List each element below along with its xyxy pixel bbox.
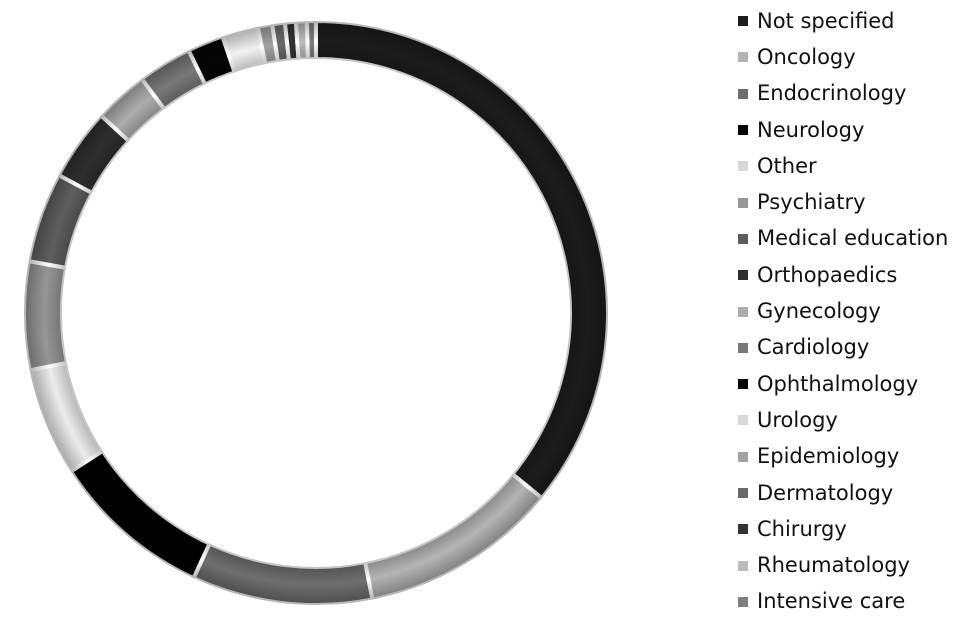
legend-label: Intensive care	[757, 589, 906, 614]
slice-neurology	[67, 448, 213, 581]
legend-swatch	[738, 88, 748, 99]
slice-not-specified	[314, 18, 610, 501]
legend-label: Urology	[757, 407, 838, 432]
legend-swatch	[738, 52, 748, 63]
legend-item: Intensive care	[738, 584, 948, 620]
legend-item: Orthopaedics	[738, 257, 948, 293]
legend-item: Psychiatry	[738, 184, 948, 220]
donut-slices	[22, 18, 610, 607]
legend-swatch	[738, 415, 748, 426]
legend-label: Gynecology	[757, 299, 881, 324]
legend-swatch	[738, 451, 748, 462]
legend-swatch	[738, 16, 748, 27]
chart-legend: Not specified Oncology Endocrinology Neurol…	[738, 3, 948, 620]
slice-intensive-care	[304, 18, 318, 62]
legend-swatch	[738, 560, 748, 571]
legend-item: Medical education	[738, 221, 948, 257]
legend-item: Neurology	[738, 112, 948, 148]
legend-swatch	[738, 488, 748, 498]
slice-endocrinology	[190, 540, 375, 607]
legend-label: Psychiatry	[757, 190, 866, 215]
legend-swatch	[738, 270, 748, 281]
legend-swatch	[738, 161, 748, 172]
legend-item: Endocrinology	[738, 76, 948, 112]
legend-swatch	[738, 524, 748, 535]
legend-swatch	[738, 197, 748, 208]
legend-item: Cardiology	[738, 330, 948, 366]
legend-swatch	[738, 125, 748, 136]
legend-label: Medical education	[757, 226, 949, 251]
legend-swatch	[738, 306, 748, 317]
legend-item: Urology	[738, 402, 948, 438]
legend-item: Rheumatology	[738, 547, 948, 583]
legend-label: Oncology	[757, 44, 856, 69]
legend-label: Dermatology	[757, 480, 894, 505]
donut-chart	[22, 18, 610, 607]
legend-label: Orthopaedics	[757, 262, 898, 287]
legend-item: Epidemiology	[738, 439, 948, 475]
legend-swatch	[738, 596, 748, 607]
legend-label: Rheumatology	[757, 553, 910, 578]
legend-label: Other	[757, 153, 817, 178]
legend-label: Endocrinology	[757, 81, 907, 106]
legend-item: Ophthalmology	[738, 366, 948, 402]
slice-oncology	[362, 471, 545, 602]
legend-item: Other	[738, 148, 948, 184]
legend-item: Dermatology	[738, 475, 948, 511]
legend-label: Cardiology	[757, 335, 870, 360]
legend-swatch	[738, 379, 748, 390]
legend-item: Not specified	[738, 3, 948, 39]
legend-item: Oncology	[738, 39, 948, 75]
legend-label: Ophthalmology	[757, 371, 919, 396]
legend-label: Not specified	[757, 8, 895, 33]
legend-item: Gynecology	[738, 293, 948, 329]
legend-label: Epidemiology	[757, 444, 900, 469]
slice-psychiatry	[22, 258, 70, 373]
legend-swatch	[738, 342, 748, 353]
legend-label: Chirurgy	[757, 516, 847, 541]
legend-swatch	[738, 233, 748, 244]
slice-other	[27, 360, 106, 475]
legend-label: Neurology	[757, 117, 865, 142]
legend-item: Chirurgy	[738, 511, 948, 547]
